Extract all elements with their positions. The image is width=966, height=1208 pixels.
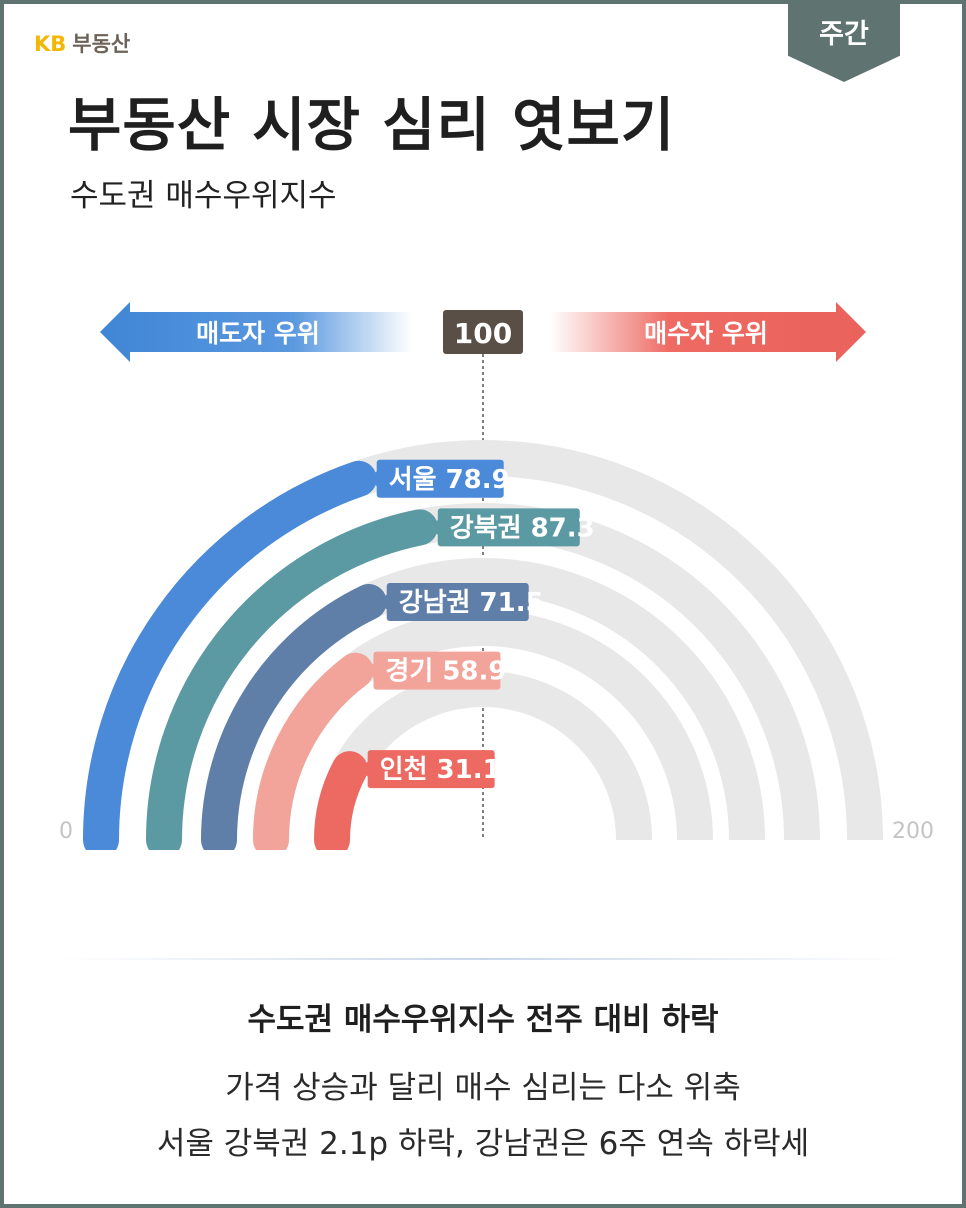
label-pointer — [363, 662, 375, 679]
legend-buyer: 매수자 우위 — [644, 319, 768, 348]
axis-min-label: 0 — [59, 819, 73, 844]
label-pointer — [427, 519, 439, 536]
brand-name: 부동산 — [72, 32, 131, 56]
description-line-1: 가격 상승과 달리 매수 심리는 다소 위축 — [225, 1070, 741, 1106]
label-pointer — [376, 594, 388, 611]
page-subtitle: 수도권 매수우위지수 — [70, 178, 337, 214]
left-arrow — [100, 302, 412, 362]
bar-경기 — [253, 652, 374, 850]
label-text: 경기 58.9 — [385, 657, 506, 687]
data-label-강북권: 강북권 87.3 — [427, 508, 595, 547]
brand-logo: KB 부동산 — [34, 28, 130, 58]
right-arrow — [550, 302, 866, 362]
page-title: 부동산 시장 심리 엿보기 — [68, 91, 676, 159]
bar-서울 — [83, 460, 377, 850]
bar-인천 — [314, 751, 368, 850]
center-value: 100 — [454, 317, 512, 350]
label-box — [367, 750, 495, 789]
data-label-서울: 서울 78.9 — [366, 459, 510, 498]
brand-kb: KB — [34, 32, 67, 56]
divider — [60, 958, 906, 960]
label-text: 서울 78.9 — [389, 465, 510, 495]
data-label-강남권: 강남권 71.5 — [376, 583, 544, 622]
axis-max-label: 200 — [892, 819, 934, 844]
description-line-2: 서울 강북권 2.1p 하락, 강남권은 6주 연속 하락세 — [156, 1126, 810, 1162]
center-badge — [443, 310, 523, 354]
label-box — [376, 459, 504, 498]
label-text: 강남권 71.5 — [399, 588, 544, 618]
label-box — [437, 508, 580, 547]
weekly-tag: 주간 — [788, 0, 900, 82]
label-box — [373, 651, 501, 690]
data-label-경기: 경기 58.9 — [363, 651, 506, 690]
bar-강북권 — [146, 509, 438, 850]
label-pointer — [366, 470, 378, 487]
label-text: 인천 31.1 — [380, 755, 501, 785]
headline: 수도권 매수우위지수 전주 대비 하락 — [247, 1002, 719, 1038]
bar-강남권 — [201, 584, 387, 850]
label-box — [386, 583, 529, 622]
radial-bar-chart: 매도자 우위 매수자 우위 100 서울 78.9 강북권 87.3 강남권 71.… — [59, 302, 934, 850]
legend-seller: 매도자 우위 — [196, 319, 320, 348]
label-pointer — [357, 761, 369, 778]
label-text: 강북권 87.3 — [450, 513, 595, 543]
data-label-인천: 인천 31.1 — [357, 750, 501, 789]
